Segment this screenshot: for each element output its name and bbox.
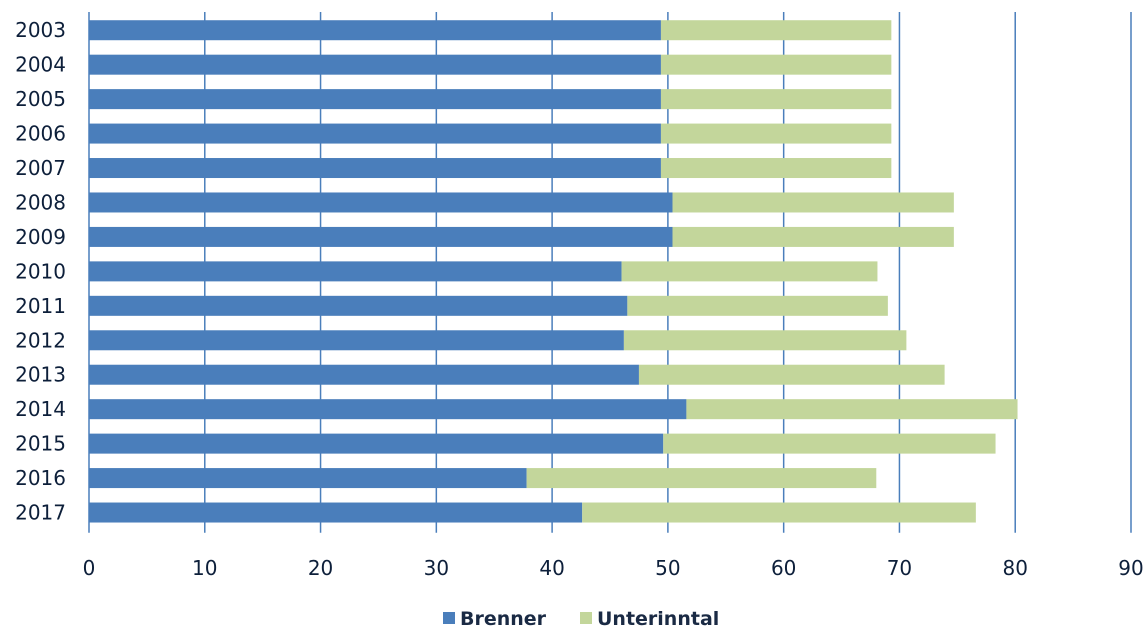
bar-brenner-2014 bbox=[89, 399, 687, 420]
y-tick-label: 2016 bbox=[15, 466, 66, 490]
x-tick-label: 90 bbox=[1118, 556, 1143, 580]
y-tick-label: 2006 bbox=[15, 122, 66, 146]
x-tick-label: 40 bbox=[539, 556, 564, 580]
bar-brenner-2006 bbox=[89, 123, 661, 144]
y-tick-label: 2011 bbox=[15, 294, 66, 318]
bar-unterinntal-2009 bbox=[672, 226, 954, 247]
y-tick-label: 2009 bbox=[15, 225, 66, 249]
bar-brenner-2017 bbox=[89, 502, 583, 523]
bar-unterinntal-2011 bbox=[627, 295, 888, 316]
x-axis-labels: 0 10 20 30 40 50 60 70 80 90 bbox=[83, 556, 1144, 580]
bar-brenner-2003 bbox=[89, 20, 661, 41]
bar-brenner-2009 bbox=[89, 226, 673, 247]
legend: Brenner Unterinntal bbox=[443, 608, 719, 630]
bar-unterinntal-2016 bbox=[526, 468, 877, 489]
bar-unterinntal-2017 bbox=[582, 502, 976, 523]
bar-unterinntal-2006 bbox=[660, 123, 892, 144]
y-tick-label: 2010 bbox=[15, 259, 66, 283]
bar-unterinntal-2007 bbox=[660, 158, 892, 179]
bar-unterinntal-2004 bbox=[660, 54, 892, 75]
bar-unterinntal-2005 bbox=[660, 89, 892, 110]
bar-brenner-2004 bbox=[89, 54, 661, 75]
x-tick-label: 50 bbox=[655, 556, 680, 580]
y-tick-label: 2007 bbox=[15, 156, 66, 180]
y-tick-label: 2015 bbox=[15, 432, 66, 456]
y-tick-label: 2003 bbox=[15, 18, 66, 42]
y-tick-label: 2012 bbox=[15, 328, 66, 352]
x-tick-label: 70 bbox=[887, 556, 912, 580]
bar-brenner-2012 bbox=[89, 330, 624, 351]
x-tick-label: 30 bbox=[424, 556, 449, 580]
bar-brenner-2010 bbox=[89, 261, 622, 282]
y-tick-label: 2014 bbox=[15, 397, 66, 421]
y-tick-label: 2005 bbox=[15, 87, 66, 111]
bar-brenner-2007 bbox=[89, 158, 661, 179]
x-tick-label: 0 bbox=[83, 556, 96, 580]
x-tick-label: 80 bbox=[1002, 556, 1027, 580]
y-tick-label: 2013 bbox=[15, 363, 66, 387]
bar-unterinntal-2008 bbox=[672, 192, 954, 213]
y-tick-label: 2008 bbox=[15, 190, 66, 214]
bar-brenner-2015 bbox=[89, 433, 664, 454]
bar-unterinntal-2003 bbox=[660, 20, 892, 41]
bar-unterinntal-2012 bbox=[623, 330, 907, 351]
y-tick-label: 2004 bbox=[15, 53, 66, 77]
bar-brenner-2013 bbox=[89, 364, 639, 385]
legend-label-brenner: Brenner bbox=[460, 608, 547, 630]
x-tick-label: 20 bbox=[308, 556, 333, 580]
bar-unterinntal-2013 bbox=[638, 364, 945, 385]
bar-brenner-2016 bbox=[89, 468, 527, 489]
x-tick-label: 60 bbox=[771, 556, 796, 580]
legend-swatch-brenner bbox=[443, 612, 455, 624]
legend-swatch-unterinntal bbox=[580, 612, 592, 624]
bar-brenner-2008 bbox=[89, 192, 673, 213]
bar-unterinntal-2010 bbox=[621, 261, 878, 282]
bar-brenner-2005 bbox=[89, 89, 661, 110]
bars bbox=[89, 20, 1018, 523]
bar-brenner-2011 bbox=[89, 295, 628, 316]
bar-unterinntal-2015 bbox=[663, 433, 996, 454]
legend-label-unterinntal: Unterinntal bbox=[597, 608, 719, 630]
bar-unterinntal-2014 bbox=[686, 399, 1018, 420]
y-axis-labels: 2003 2004 2005 2006 2007 2008 2009 2010 2011 2012… bbox=[15, 18, 66, 524]
y-tick-label: 2017 bbox=[15, 501, 66, 525]
x-tick-label: 10 bbox=[192, 556, 217, 580]
